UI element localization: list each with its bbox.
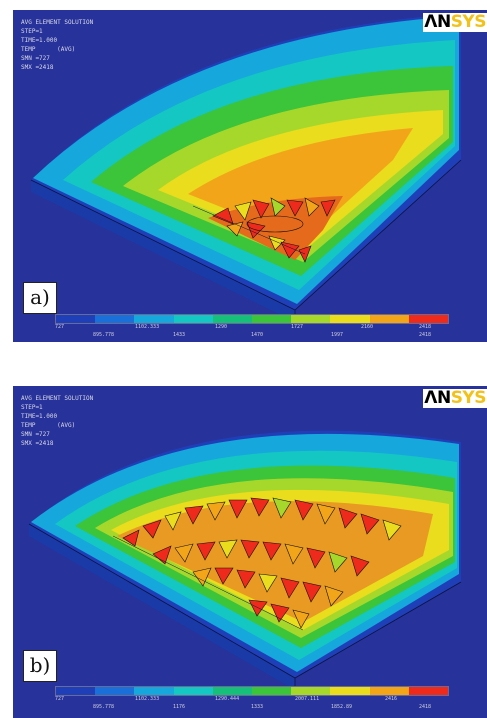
tick-label: 1433 (173, 332, 186, 338)
solution-info-b: AVG ELEMENT SOLUTION STEP=1 TIME=1.000 TEMP… (21, 395, 94, 447)
tick-label: 1470 (251, 332, 264, 338)
tick-label: 1997 (331, 332, 344, 338)
tick-label: 1102.333 (135, 324, 160, 330)
tick-label: 727 (55, 696, 65, 702)
tick-label: 2007.111 (295, 696, 320, 702)
tick-label: 2418 (419, 704, 432, 710)
panel-label-b: b) (23, 650, 57, 682)
panel-a: AVG ELEMENT SOLUTION STEP=1 TIME=1.000 TEMP… (13, 10, 487, 342)
tick-label: 895.778 (93, 332, 115, 338)
tick-label: 1290.444 (215, 696, 240, 702)
tick-label: 1333 (251, 704, 264, 710)
tick-label: 2416 (385, 696, 398, 702)
tick-label: 1290 (215, 324, 228, 330)
ansys-logo: ΛNSYS (423, 388, 487, 408)
tick-label: 727 (55, 324, 65, 330)
tick-label: 2418 (419, 324, 432, 330)
color-scale-b (55, 686, 449, 696)
panel-b: AVG ELEMENT SOLUTION STEP=1 TIME=1.000 TEMP… (13, 386, 487, 718)
tick-label: 895.778 (93, 704, 115, 710)
model-view-b (13, 386, 487, 718)
panel-label-a: a) (23, 282, 57, 314)
solution-info-a: AVG ELEMENT SOLUTION STEP=1 TIME=1.000 TEMP… (21, 19, 94, 71)
tick-label: 1176 (173, 704, 186, 710)
color-scale-a (55, 314, 449, 324)
tick-label: 1852.89 (331, 704, 353, 710)
model-view-a (13, 10, 487, 342)
tick-label: 1727 (291, 324, 304, 330)
tick-label: 2418 (419, 332, 432, 338)
tick-label: 2160 (361, 324, 374, 330)
ansys-logo: ΛNSYS (423, 12, 487, 32)
tick-label: 1102.333 (135, 696, 160, 702)
